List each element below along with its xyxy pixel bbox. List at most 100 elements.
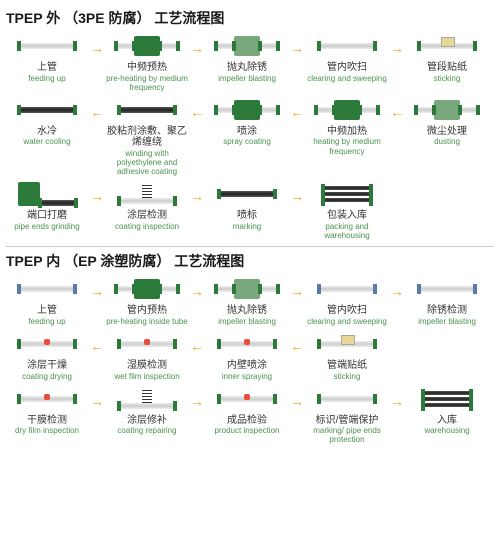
step-label-en: winding with polyethylene and adhesive c… bbox=[106, 149, 188, 177]
step-label-cn: 管内吹扫 bbox=[307, 62, 387, 74]
flow-arrow: → bbox=[388, 387, 406, 409]
step-label-en: product inspection bbox=[215, 426, 280, 435]
flow-arrow: → bbox=[288, 387, 306, 409]
step-icon-box bbox=[106, 34, 188, 58]
step-label-en: warehousing bbox=[424, 426, 469, 435]
section-b-row-0: 上管feeding up→管内预热pre-heating inside tube… bbox=[6, 277, 494, 326]
step-label-cn: 涂层修补 bbox=[117, 415, 176, 427]
step-label-en: coating drying bbox=[22, 372, 72, 381]
flow-arrow: → bbox=[88, 387, 106, 409]
step-label-en: feeding up bbox=[28, 74, 65, 83]
step-icon-grinder bbox=[6, 182, 88, 206]
step-label-cn: 干膜检测 bbox=[15, 415, 79, 427]
step-label-en: pre-heating by medium frequency bbox=[106, 74, 188, 92]
step-label-en: heating by medium frequency bbox=[306, 137, 388, 155]
process-step: 干膜检测dry film inspection bbox=[6, 387, 88, 436]
step-label-cn: 管内吹扫 bbox=[307, 305, 387, 317]
step-label-cn: 中频预热 bbox=[106, 62, 188, 74]
process-step: 管端贴纸sticking bbox=[306, 332, 388, 381]
process-step: 上管feeding up bbox=[6, 34, 88, 83]
section-a-row-2: 端口打磨pipe ends grinding→涂层检测coating inspe… bbox=[6, 182, 494, 240]
step-label-en: sticking bbox=[327, 372, 367, 381]
flow-arrow: ← bbox=[88, 98, 106, 120]
process-step: 管内吹扫clearing and sweeping bbox=[306, 34, 388, 83]
step-label-cn: 抛丸除锈 bbox=[218, 62, 276, 74]
step-label-en: coating inspection bbox=[115, 222, 179, 231]
step-label-en: dry film inspection bbox=[15, 426, 79, 435]
step-label-en: clearing and sweeping bbox=[307, 74, 387, 83]
step-icon-pipe bbox=[306, 34, 388, 58]
process-step: 湿膜检测wet film inspection bbox=[106, 332, 188, 381]
step-icon-stack bbox=[306, 182, 388, 206]
step-label-cn: 微尘处理 bbox=[427, 126, 467, 138]
flow-arrow: ← bbox=[288, 98, 306, 120]
step-icon-pipe bbox=[306, 387, 388, 411]
flow-arrow: → bbox=[88, 182, 106, 204]
step-icon-box-lt bbox=[206, 34, 288, 58]
process-step: 中频预热pre-heating by medium frequency bbox=[106, 34, 188, 92]
section-a-row-0: 上管feeding up→中频预热pre-heating by medium f… bbox=[6, 34, 494, 92]
step-label-en: pipe ends grinding bbox=[14, 222, 79, 231]
step-icon-pipe-black bbox=[206, 182, 288, 206]
step-icon-pipe-black bbox=[106, 98, 188, 122]
flow-arrow: → bbox=[88, 34, 106, 56]
step-label-en: wet film inspection bbox=[114, 372, 179, 381]
step-label-en: impeller blasting bbox=[218, 317, 276, 326]
step-label-en: packing and warehousing bbox=[306, 222, 388, 240]
flow-arrow: → bbox=[188, 277, 206, 299]
section-a-title: TPEP 外 （3PE 防腐） 工艺流程图 bbox=[6, 8, 494, 28]
step-label-en: water cooling bbox=[23, 137, 70, 146]
process-step: 内壁喷涂inner spraying bbox=[206, 332, 288, 381]
process-step: 除锈检测impeller blasting bbox=[406, 277, 488, 326]
step-icon-box-lt bbox=[206, 277, 288, 301]
step-label-cn: 管段贴纸 bbox=[427, 62, 467, 74]
step-label-cn: 喷涂 bbox=[223, 126, 271, 138]
step-label-en: pre-heating inside tube bbox=[106, 317, 187, 326]
step-label-cn: 端口打磨 bbox=[14, 210, 79, 222]
process-step: 端口打磨pipe ends grinding bbox=[6, 182, 88, 231]
process-step: 标识/管端保护marking/ pipe ends protection bbox=[306, 387, 388, 445]
step-label-cn: 中频加热 bbox=[306, 126, 388, 138]
step-label-cn: 水冷 bbox=[23, 126, 70, 138]
section-b-row-2: 干膜检测dry film inspection→涂层修补coating repa… bbox=[6, 387, 494, 445]
step-icon-pipe-red bbox=[106, 332, 188, 356]
process-step: 上管feeding up bbox=[6, 277, 88, 326]
step-icon-box bbox=[306, 98, 388, 122]
process-step: 入库warehousing bbox=[406, 387, 488, 436]
section-b-title: TPEP 内 （EP 涂塑防腐） 工艺流程图 bbox=[6, 251, 494, 271]
step-label-en: dusting bbox=[427, 137, 467, 146]
process-step: 成品检验product inspection bbox=[206, 387, 288, 436]
step-label-en: inner spraying bbox=[222, 372, 272, 381]
flow-arrow: → bbox=[288, 182, 306, 204]
step-label-en: sticking bbox=[427, 74, 467, 83]
flow-arrow: ← bbox=[388, 98, 406, 120]
flow-arrow: ← bbox=[188, 98, 206, 120]
step-icon-pipe-blue bbox=[406, 277, 488, 301]
flow-arrow: ← bbox=[288, 332, 306, 354]
process-step: 涂层修补coating repairing bbox=[106, 387, 188, 436]
process-step: 水冷water cooling bbox=[6, 98, 88, 147]
section-b-row-1: 涂层干燥coating drying←湿膜检测wet film inspecti… bbox=[6, 332, 494, 381]
step-label-cn: 管内预热 bbox=[106, 305, 187, 317]
section-a-row-1: 水冷water cooling←胶粘剂涂敷、聚乙烯缠绕winding with … bbox=[6, 98, 494, 177]
step-label-cn: 除锈检测 bbox=[418, 305, 476, 317]
step-label-cn: 管端贴纸 bbox=[327, 360, 367, 372]
step-label-en: coating repairing bbox=[117, 426, 176, 435]
step-label-en: spray coating bbox=[223, 137, 271, 146]
flow-arrow: ← bbox=[88, 332, 106, 354]
flow-arrow: → bbox=[188, 34, 206, 56]
step-icon-pipe-blue bbox=[6, 277, 88, 301]
process-step: 喷标marking bbox=[206, 182, 288, 231]
flow-arrow: → bbox=[188, 387, 206, 409]
flow-arrow: → bbox=[288, 277, 306, 299]
step-label-en: marking bbox=[233, 222, 261, 231]
step-icon-stack bbox=[406, 387, 488, 411]
step-label-cn: 标识/管端保护 bbox=[306, 415, 388, 427]
process-step: 涂层干燥coating drying bbox=[6, 332, 88, 381]
process-step: 抛丸除锈impeller blasting bbox=[206, 277, 288, 326]
process-step: 管内预热pre-heating inside tube bbox=[106, 277, 188, 326]
step-icon-pipe-red bbox=[6, 387, 88, 411]
process-flow-diagram: TPEP 外 （3PE 防腐） 工艺流程图上管feeding up→中频预热pr… bbox=[0, 0, 500, 455]
step-label-cn: 内壁喷涂 bbox=[222, 360, 272, 372]
process-step: 抛丸除锈impeller blasting bbox=[206, 34, 288, 83]
